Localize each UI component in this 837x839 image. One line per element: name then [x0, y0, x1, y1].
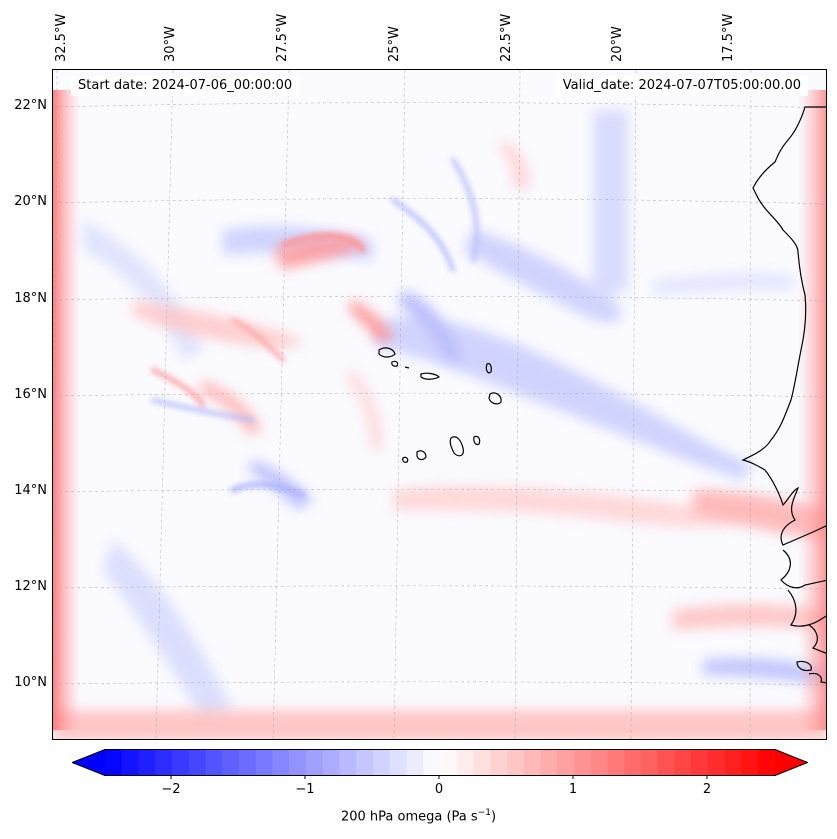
colorbar-title-superscript: −1 [477, 808, 491, 818]
colorbar-tick-label: −2 [161, 782, 181, 797]
colorbar [70, 747, 809, 783]
colorbar-extend-max [775, 749, 808, 776]
colorbar-segment [523, 749, 542, 776]
colorbar-segment [239, 749, 257, 776]
colorbar-segment [255, 749, 274, 776]
colorbar-tick-label: 0 [434, 782, 444, 797]
colorbar-segment [222, 749, 240, 776]
lon-label-6: 20°W [610, 26, 625, 62]
colorbar-segment [172, 749, 190, 776]
colorbar-segment [490, 749, 508, 776]
start-date-label: Start date: 2024-07-06_00:00:00 [71, 76, 300, 96]
omega-fine-structure [151, 157, 480, 498]
omega-field-map [53, 70, 826, 739]
colorbar-title: 200 hPa omega (Pa s−1) [0, 808, 837, 824]
colorbar-segment [356, 749, 374, 776]
africa-coastline [741, 106, 826, 684]
lat-label-7: 10°N [14, 675, 47, 690]
colorbar-extend-min [72, 749, 105, 776]
colorbar-tick-label: 2 [702, 782, 712, 797]
lon-label-1: 32.5°W [54, 13, 69, 62]
colorbar-tick-label: 1 [568, 782, 578, 797]
colorbar-segment [557, 749, 575, 776]
colorbar-segment [105, 749, 123, 776]
lat-label-1: 22°N [14, 98, 47, 113]
left-boundary-zone [53, 90, 81, 730]
lon-label-3: 27.5°W [275, 13, 290, 62]
colorbar-segment [641, 749, 659, 776]
right-boundary-zone [798, 90, 826, 730]
lon-label-7: 17.5°W [721, 13, 736, 62]
negative-omega-areas [83, 110, 826, 720]
colorbar-segment [406, 749, 424, 776]
lat-label-4: 16°N [14, 387, 47, 402]
colorbar-segment [691, 749, 709, 776]
colorbar-segment [574, 749, 592, 776]
colorbar-segment [741, 749, 759, 776]
lat-label-6: 12°N [14, 579, 47, 594]
colorbar-segment [272, 749, 290, 776]
colorbar-segment [674, 749, 692, 776]
map-panel [52, 69, 827, 740]
colorbar-segment [657, 749, 676, 776]
colorbar-segment [724, 749, 743, 776]
colorbar-title-text: 200 hPa omega (Pa s [340, 809, 478, 825]
colorbar-segment [389, 749, 408, 776]
colorbar-segment [205, 749, 223, 776]
colorbar-segment [708, 749, 726, 776]
colorbar-segment [155, 749, 173, 776]
colorbar-segment [339, 749, 357, 776]
lon-label-2: 30°W [163, 26, 178, 62]
colorbar-segment [322, 749, 341, 776]
colorbar-segment [188, 749, 207, 776]
colorbar-segment [624, 749, 642, 776]
colorbar-segment [138, 749, 156, 776]
colorbar-segment [373, 749, 391, 776]
positive-omega-areas [53, 140, 826, 739]
colorbar-segment [456, 749, 475, 776]
colorbar-segment [507, 749, 525, 776]
colorbar-segment [121, 749, 140, 776]
valid-date-label: Valid_date: 2024-07-07T05:00:00.00 [555, 76, 808, 96]
colorbar-segment [540, 749, 558, 776]
lon-label-4: 25°W [387, 26, 402, 62]
lat-label-3: 18°N [14, 291, 47, 306]
colorbar-tick-label: −1 [295, 782, 315, 797]
colorbar-segment [440, 749, 458, 776]
lon-label-5: 22.5°W [499, 13, 514, 62]
lat-label-5: 14°N [14, 483, 47, 498]
cape-verde-islands [378, 347, 502, 463]
colorbar-segment [758, 749, 776, 776]
colorbar-segment [423, 749, 441, 776]
colorbar-title-suffix: ) [490, 809, 497, 825]
colorbar-segment [289, 749, 307, 776]
colorbar-segment [607, 749, 625, 776]
colorbar-scale [70, 749, 809, 780]
colorbar-segment [306, 749, 324, 776]
colorbar-segment [590, 749, 609, 776]
lat-label-2: 20°N [14, 194, 47, 209]
colorbar-segment [473, 749, 491, 776]
colorbar-outline [70, 749, 809, 776]
map-gridlines [53, 70, 826, 739]
